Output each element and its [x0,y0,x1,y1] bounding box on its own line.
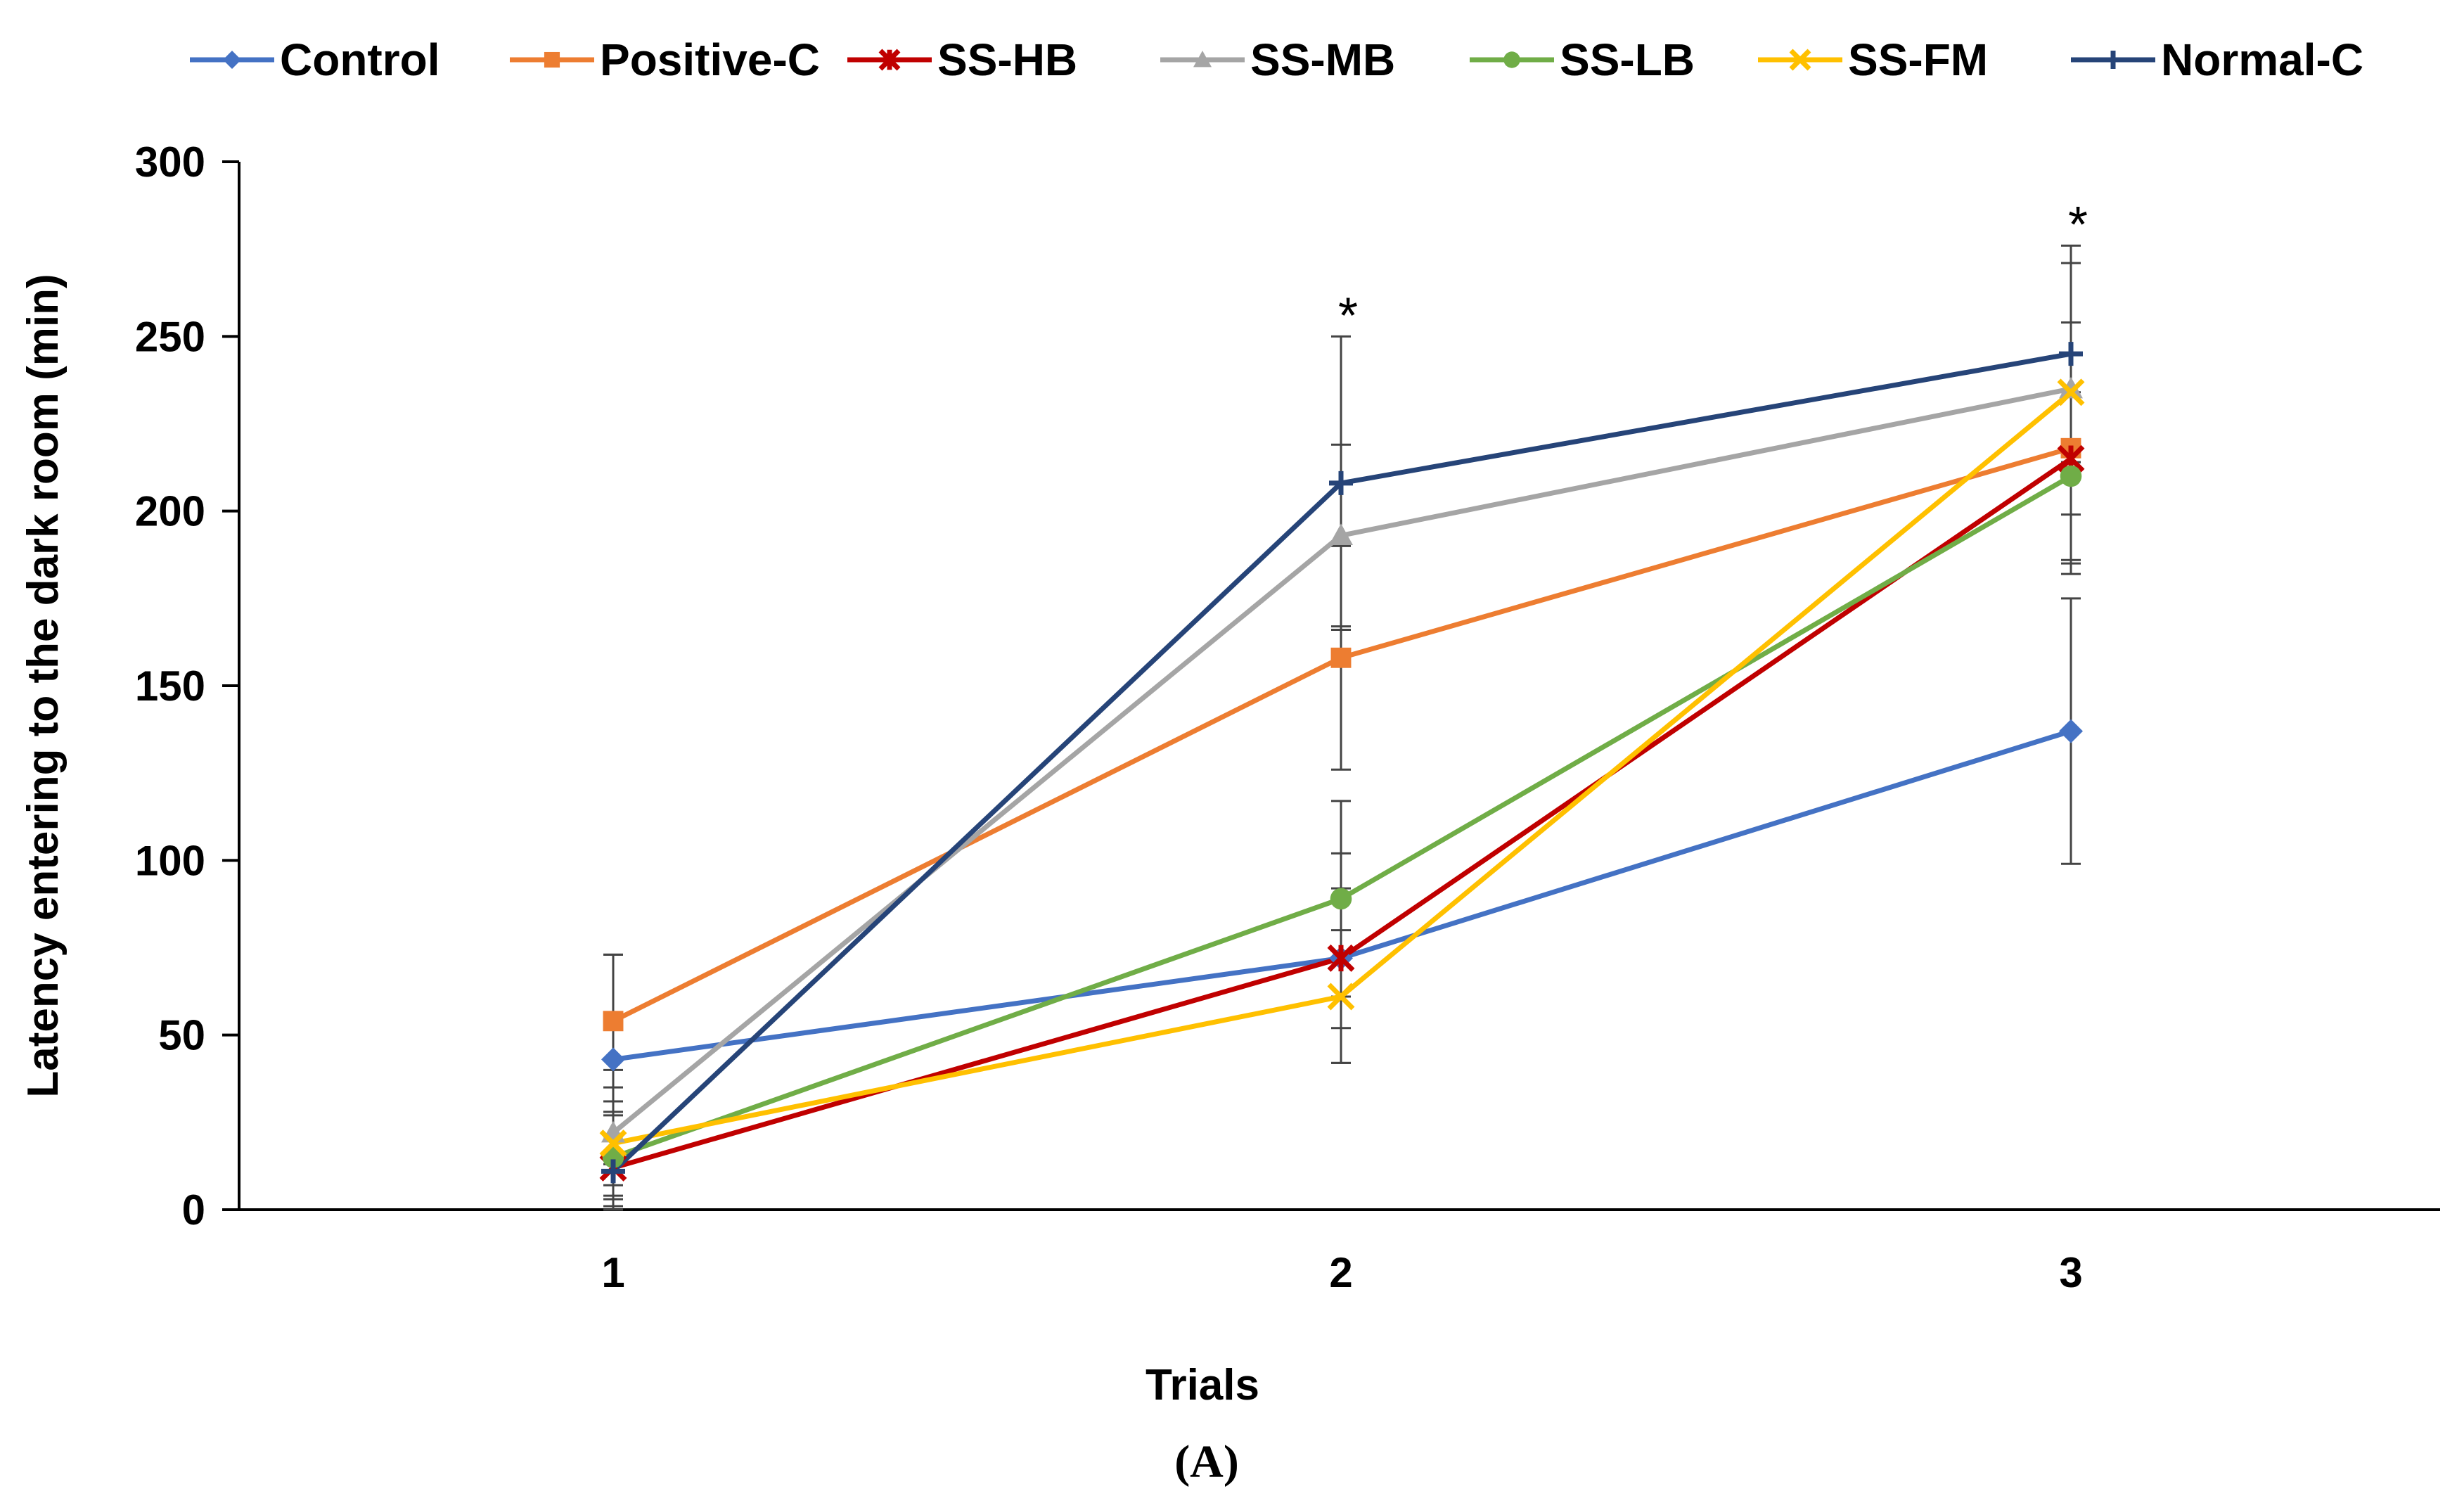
y-tick-label: 150 [135,663,205,710]
legend-item-control: Control [190,34,440,85]
legend-marker [2104,51,2122,69]
y-tick-label: 50 [158,1012,205,1059]
x-tick-label: 2 [1329,1249,1352,1296]
y-tick-label: 100 [135,837,205,884]
legend-label: SS-HB [937,34,1077,85]
legend-marker [1193,51,1212,68]
data-point-ss-fm [599,1130,627,1158]
data-point-ss-hb [1327,944,1355,972]
legend-item-ss-fm: SS-FM [1758,34,1988,85]
data-point-normal-c [2059,342,2083,366]
legend-label: Normal-C [2161,34,2363,85]
figure-caption: (A) [1174,1436,1239,1487]
data-point-ss-mb [2059,376,2083,399]
x-axis-title: Trials [1146,1361,1259,1409]
legend-marker [878,49,901,71]
legend-label: Positive-C [600,34,820,85]
markers [599,342,2085,1184]
data-point-ss-mb [1329,523,1353,546]
data-point-ss-lb [1330,888,1352,910]
y-tick-label: 200 [135,488,205,535]
data-point-ss-lb [2060,465,2082,487]
data-point-ss-fm [1327,983,1355,1011]
legend-item-ss-hb: SS-HB [847,34,1077,85]
axes: 0 50 100 150 200 250 300 1 2 3 [135,139,2440,1296]
legend-item-positive-c: Positive-C [510,34,820,85]
data-point-positive-c [1330,647,1352,668]
legend: Control Positive-C SS-HB SS-MB SS-LB SS-FM Nor… [190,34,2363,85]
data-point-normal-c [1329,471,1353,495]
legend-label: Control [280,34,440,85]
legend-item-ss-mb: SS-MB [1160,34,1395,85]
data-point-ss-fm [2057,378,2085,407]
data-point-control [601,1047,625,1072]
y-axis-title: Latency entering to the dark room (min) [19,274,68,1097]
significance-marks: ** [1338,197,2088,344]
x-tick-label: 3 [2059,1249,2082,1296]
y-tick-label: 250 [135,313,205,360]
data-point-normal-c [601,1159,625,1184]
legend-label: SS-LB [1560,34,1695,85]
legend-marker [1789,49,1811,71]
x-tick-label: 1 [601,1249,624,1296]
legend-item-ss-lb: SS-LB [1470,34,1695,85]
y-tick-label: 300 [135,139,205,186]
significance-asterisk: * [1338,288,1358,344]
legend-marker [544,51,560,68]
legend-marker [223,51,241,69]
data-point-control [2059,719,2083,743]
y-tick-label: 0 [182,1186,205,1234]
legend-item-normal-c: Normal-C [2071,34,2363,85]
legend-label: SS-MB [1250,34,1395,85]
significance-asterisk: * [2068,197,2088,253]
legend-marker [1503,51,1520,68]
legend-label: SS-FM [1848,34,1988,85]
data-point-positive-c [603,1011,624,1032]
